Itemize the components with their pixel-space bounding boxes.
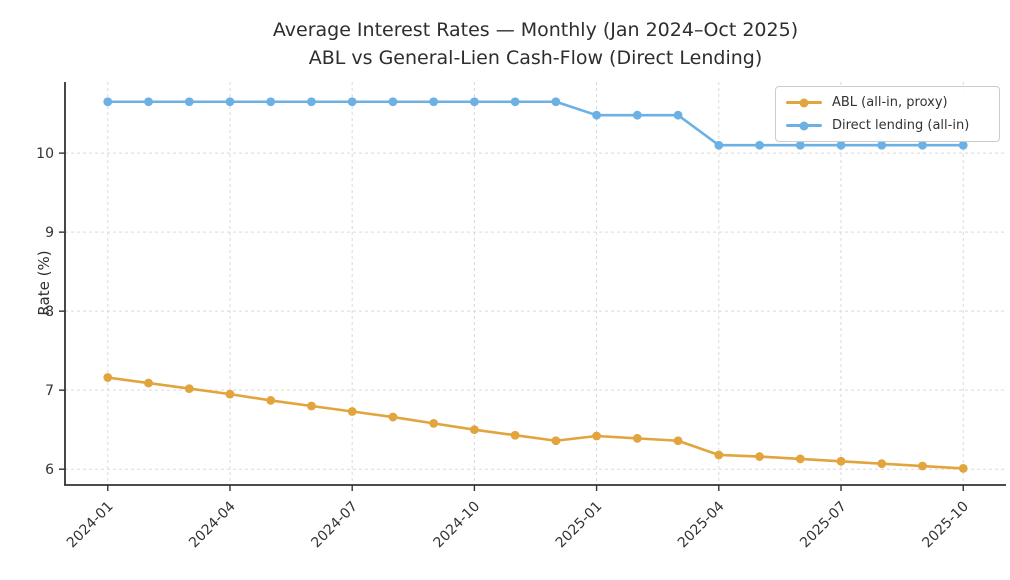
data-point-direct-lending [347, 97, 357, 107]
data-point-abl [429, 418, 439, 428]
data-point-abl [755, 452, 764, 461]
y-tick-label: 8 [45, 304, 54, 320]
data-point-abl [551, 436, 561, 446]
data-point-direct-lending [469, 97, 479, 107]
data-point-abl [510, 430, 520, 440]
legend-item: ABL (all-in, proxy) [786, 95, 989, 110]
y-tick-label: 9 [45, 225, 54, 241]
data-point-abl [795, 454, 805, 464]
x-tick-label: 2024-01 [64, 499, 117, 552]
data-point-direct-lending [632, 110, 642, 120]
data-point-abl [347, 407, 357, 416]
data-point-direct-lending [958, 140, 968, 150]
data-point-abl [632, 433, 642, 443]
data-point-abl [714, 450, 724, 460]
x-tick-label: 2024-04 [186, 498, 239, 551]
x-tick-label: 2025-07 [797, 499, 850, 552]
data-point-abl [307, 401, 316, 411]
data-point-abl [673, 436, 683, 446]
data-point-abl [469, 425, 479, 435]
data-point-direct-lending [918, 140, 927, 150]
data-point-abl [103, 373, 113, 382]
data-point-abl [836, 456, 846, 466]
data-point-abl [877, 459, 887, 469]
data-point-direct-lending [714, 140, 724, 150]
data-point-direct-lending [225, 97, 235, 107]
legend: ABL (all-in, proxy) Direct lending (all-i… [775, 86, 1000, 142]
data-point-direct-lending [266, 97, 276, 107]
data-point-direct-lending [429, 97, 439, 107]
legend-label: Direct lending (all-in) [832, 118, 970, 133]
data-point-abl [592, 431, 602, 441]
y-tick-label: 6 [45, 462, 54, 478]
data-point-direct-lending [755, 140, 764, 150]
legend-line-marker-icon [786, 124, 822, 127]
x-tick-label: 2024-10 [431, 499, 484, 552]
data-point-direct-lending [144, 97, 153, 107]
data-point-direct-lending [510, 97, 520, 107]
chart-title: Average Interest Rates — Monthly (Jan 20… [272, 19, 799, 69]
data-point-direct-lending [877, 140, 887, 150]
data-point-abl [225, 389, 235, 399]
legend-line-marker-icon [786, 101, 822, 104]
data-point-abl [144, 378, 153, 388]
data-point-direct-lending [184, 97, 194, 107]
series-line-direct-lending [107, 100, 964, 147]
data-point-direct-lending [673, 110, 683, 120]
x-tick-label: 2024-07 [308, 499, 361, 552]
data-point-abl [266, 396, 276, 405]
x-tick-label: 2025-04 [675, 498, 728, 551]
x-tick-label: 2025-01 [553, 499, 606, 552]
data-point-direct-lending [592, 110, 602, 120]
y-tick-label: 7 [45, 383, 54, 399]
data-point-abl [388, 412, 398, 422]
data-point-direct-lending [103, 97, 113, 107]
series-line-abl [107, 376, 964, 470]
data-point-abl [918, 461, 927, 471]
legend-item: Direct lending (all-in) [786, 118, 989, 133]
y-tick-label: 10 [36, 146, 54, 162]
data-point-direct-lending [795, 140, 805, 150]
data-point-direct-lending [836, 140, 846, 150]
legend-label: ABL (all-in, proxy) [832, 95, 948, 110]
data-point-direct-lending [307, 97, 316, 107]
data-point-abl [184, 384, 194, 393]
data-point-abl [958, 464, 968, 473]
x-tick-label: 2025-10 [919, 499, 972, 552]
data-point-direct-lending [551, 97, 561, 107]
data-point-direct-lending [388, 97, 398, 107]
